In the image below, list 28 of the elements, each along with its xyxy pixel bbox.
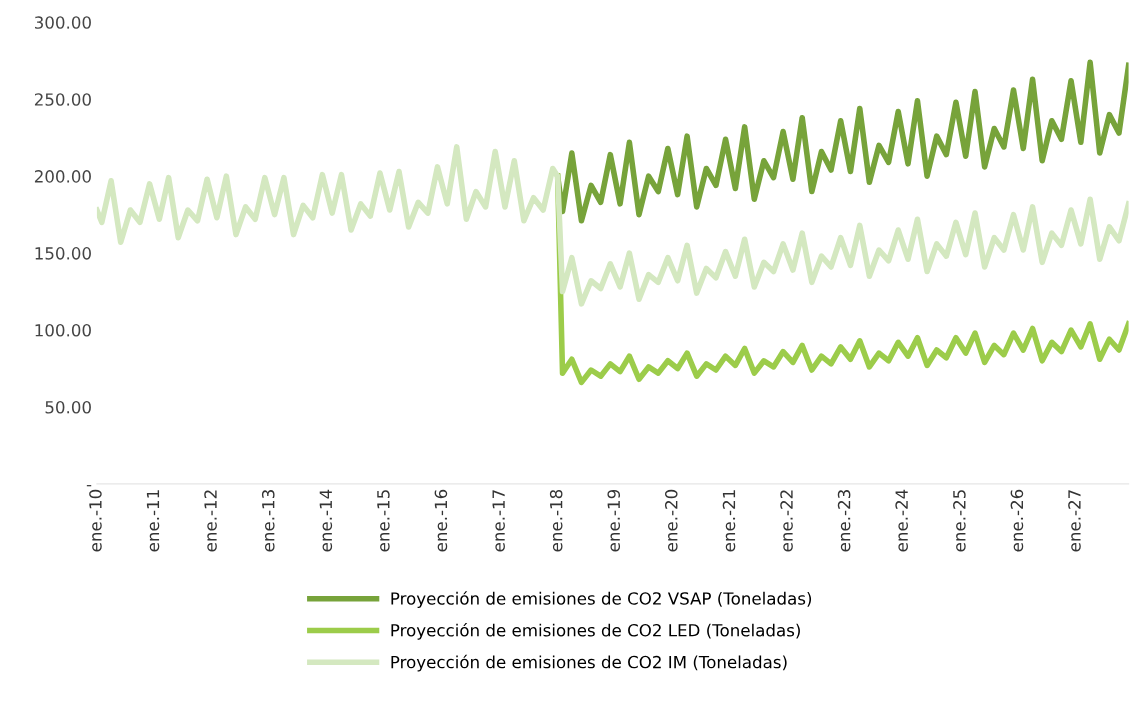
x-tick-label: ene.-13 — [261, 490, 275, 552]
x-tick-label: ene.-24 — [895, 489, 908, 552]
x-tick-label: ene.-14 — [319, 489, 333, 552]
legend-label: Proyección de emisiones de CO2 VSAP (Toneladas) — [391, 591, 812, 608]
x-tick-label: ene.-12 — [204, 490, 217, 552]
x-tick-label: ene.-20 — [664, 489, 678, 552]
x-tick-label: ene.-18 — [549, 489, 563, 552]
y-tick-label: - — [86, 484, 92, 487]
y-tick-label: 300.00 — [34, 16, 91, 29]
y-tick-label: 250.00 — [34, 93, 91, 106]
y-tick-label: 200.00 — [34, 170, 91, 183]
x-tick-label: ene.-17 — [492, 490, 505, 552]
x-tick-label: ene.-19 — [607, 489, 621, 552]
x-tick-label: ene.-25 — [953, 490, 966, 552]
x-tick-label: ene.-21 — [722, 490, 736, 552]
x-tick-label: ene.-23 — [837, 490, 851, 552]
y-tick-label: 100.00 — [35, 323, 91, 337]
x-tick-label: ene.-16 — [434, 489, 448, 552]
x-tick-label: ene.-26 — [1010, 489, 1024, 552]
legend-label: Proyección de emisiones de CO2 IM (Toneladas) — [391, 654, 787, 672]
y-tick-label: 50.00 — [45, 400, 91, 414]
legend-label: Proyección de emisiones de CO2 LED (Toneladas) — [391, 623, 800, 640]
x-tick-label: ene.-10 — [89, 489, 102, 552]
x-tick-label: ene.-15 — [377, 490, 390, 552]
x-tick-label: ene.-11 — [146, 490, 160, 552]
x-tick-label: ene.-27 — [1068, 490, 1081, 552]
y-tick-label: 150.00 — [35, 247, 91, 260]
x-tick-label: ene.-22 — [780, 490, 793, 552]
